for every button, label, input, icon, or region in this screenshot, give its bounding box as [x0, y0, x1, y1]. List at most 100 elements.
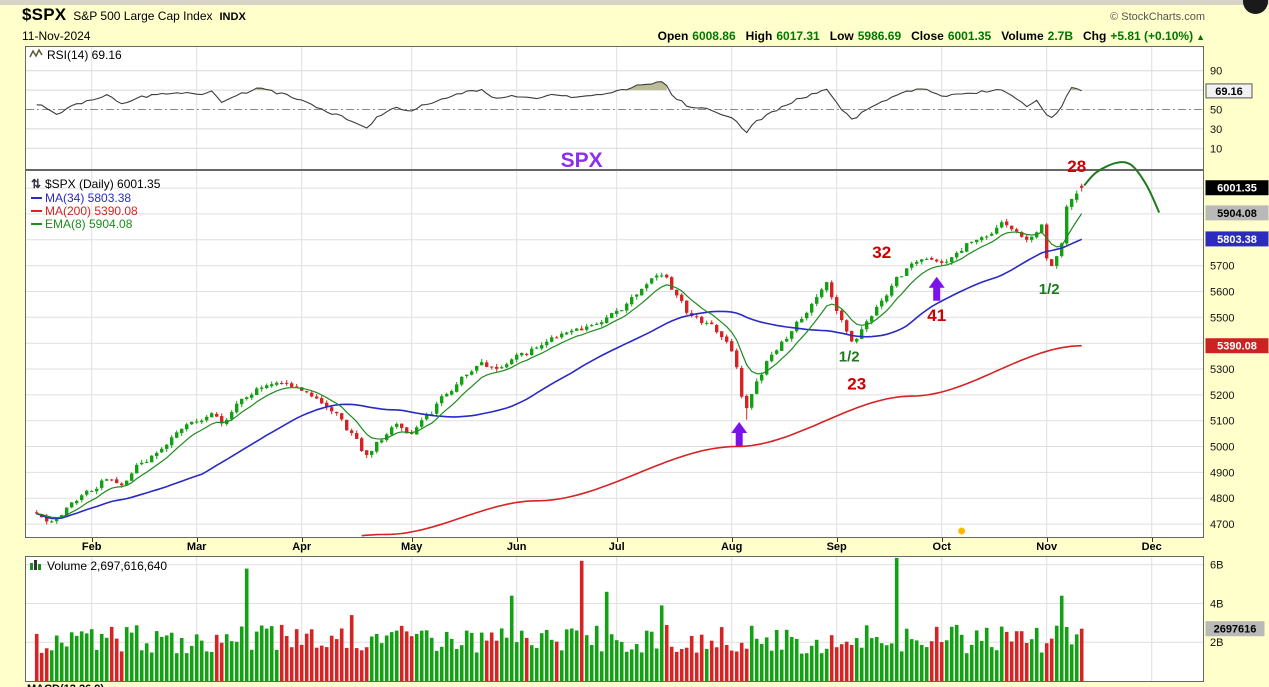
svg-text:2B: 2B	[1210, 637, 1223, 649]
svg-text:1/2: 1/2	[839, 348, 860, 365]
svg-text:6001.35: 6001.35	[1217, 183, 1257, 195]
svg-text:5100: 5100	[1210, 416, 1234, 428]
month-tick	[196, 538, 198, 542]
svg-text:5803.38: 5803.38	[1217, 234, 1257, 246]
svg-text:10: 10	[1210, 143, 1222, 155]
svg-text:5390.08: 5390.08	[1217, 341, 1257, 353]
next-panel-clipped-label: MACD(12,26,9)	[27, 683, 104, 687]
month-label: Jun	[506, 541, 527, 553]
month-label: Nov	[1036, 541, 1058, 553]
price-plot-background	[25, 170, 1204, 538]
title-row: $SPX S&P 500 Large Cap Index INDX © Stoc…	[22, 5, 1205, 25]
price-axis-tag	[1205, 338, 1269, 354]
overlay-widget-icon[interactable]	[1243, 0, 1268, 14]
ema8-line	[36, 213, 1083, 519]
month-tick	[941, 538, 943, 542]
month-tick	[731, 538, 733, 542]
volume-icon	[30, 563, 33, 570]
change-up-icon: ▲	[1196, 32, 1205, 42]
svg-text:4800: 4800	[1210, 493, 1234, 505]
volume-value: 2.7B	[1047, 29, 1074, 43]
event-marker-dot	[958, 527, 966, 535]
exchange-label: INDX	[219, 11, 246, 23]
price-axis-tag	[1205, 205, 1269, 221]
candlestick-series	[35, 183, 1084, 525]
quote-row: 11-Nov-2024 Open 6008.86 High 6017.31 Lo…	[22, 29, 1205, 43]
updown-icon: ⇅	[31, 177, 41, 191]
month-tick	[1046, 538, 1048, 542]
month-tick	[91, 538, 93, 542]
month-label: Sep	[826, 541, 847, 553]
symbol-label: $SPX	[22, 5, 67, 24]
month-label: Oct	[932, 541, 951, 553]
volume-legend: Volume 2,697,616,640	[30, 559, 167, 573]
month-label: Apr	[292, 541, 312, 553]
svg-text:32: 32	[872, 243, 891, 262]
volume-legend-text: Volume 2,697,616,640	[47, 559, 167, 573]
month-tick	[1151, 538, 1153, 542]
svg-text:2697616: 2697616	[1214, 624, 1257, 636]
svg-text:4700: 4700	[1210, 519, 1234, 531]
rsi-gridlines	[26, 47, 1203, 169]
change-value: +5.81 (+0.10%)	[1110, 29, 1194, 43]
svg-text:4900: 4900	[1210, 467, 1234, 479]
svg-text:41: 41	[927, 306, 946, 325]
rsi-panel: 90 50 30 10 69.16 RSI(14) 69.16 SPX	[25, 46, 1253, 172]
close-label: Close	[911, 29, 944, 43]
low-label: Low	[829, 29, 854, 43]
change-label: Chg	[1083, 29, 1107, 43]
month-label: Mar	[186, 541, 207, 553]
month-tick	[616, 538, 618, 542]
chart-date: 11-Nov-2024	[22, 29, 91, 43]
high-label: High	[745, 29, 773, 43]
count-annotations: 32 41 23 1/2 1/2 28	[839, 157, 1086, 394]
price-panel: 32 41 23 1/2 1/2 28 5700 5600 5500 5300 5200 5100 50…	[25, 157, 1269, 538]
index-name: S&P 500 Large Cap Index	[73, 9, 213, 23]
spx-overlay-label: SPX	[561, 149, 603, 172]
close-value: 6001.35	[947, 29, 992, 43]
buy-signal-arrows	[731, 276, 945, 446]
rsi-icon	[29, 48, 43, 58]
svg-text:4B: 4B	[1210, 598, 1223, 610]
svg-text:5904.08: 5904.08	[1217, 208, 1257, 220]
browser-top-strip	[0, 0, 1269, 5]
svg-text:50: 50	[1210, 105, 1222, 117]
svg-text:5300: 5300	[1210, 364, 1234, 376]
month-label: May	[400, 541, 423, 553]
month-tick	[301, 538, 303, 542]
open-label: Open	[657, 29, 689, 43]
svg-text:30: 30	[1210, 124, 1222, 136]
chart-header: $SPX S&P 500 Large Cap Index INDX © Stoc…	[22, 5, 1205, 43]
svg-text:28: 28	[1067, 157, 1086, 176]
ma34-line	[36, 238, 1083, 520]
svg-text:5700: 5700	[1210, 261, 1234, 273]
price-axis-tag	[1205, 231, 1269, 247]
rsi-value-tag	[1205, 83, 1253, 99]
projection-curve	[1083, 161, 1161, 214]
svg-text:69.16: 69.16	[1215, 86, 1243, 98]
svg-text:1/2: 1/2	[1039, 281, 1060, 298]
ema8-legend: EMA(8) 5904.08	[45, 217, 133, 231]
ma200-legend: MA(200) 5390.08	[45, 204, 138, 218]
svg-text:5600: 5600	[1210, 286, 1234, 298]
rsi-overbought-shading	[621, 81, 667, 91]
up-arrow-icon	[731, 422, 748, 446]
copyright-link[interactable]: © StockCharts.com	[1110, 11, 1205, 23]
svg-text:6B: 6B	[1210, 560, 1223, 572]
svg-text:23: 23	[847, 375, 866, 394]
ma34-legend: MA(34) 5803.38	[45, 191, 131, 205]
svg-text:5000: 5000	[1210, 442, 1234, 454]
open-value: 6008.86	[692, 29, 736, 43]
volume-bars	[34, 557, 1084, 681]
low-value: 5986.69	[857, 29, 902, 43]
rsi-legend: RSI(14) 69.16	[29, 48, 122, 62]
volume-value-tag	[1205, 621, 1265, 637]
rsi-legend-text: RSI(14) 69.16	[47, 48, 122, 62]
price-axis-tag	[1205, 180, 1269, 196]
svg-text:90: 90	[1210, 66, 1222, 78]
month-label: Dec	[1141, 541, 1162, 553]
month-tick	[411, 538, 413, 542]
